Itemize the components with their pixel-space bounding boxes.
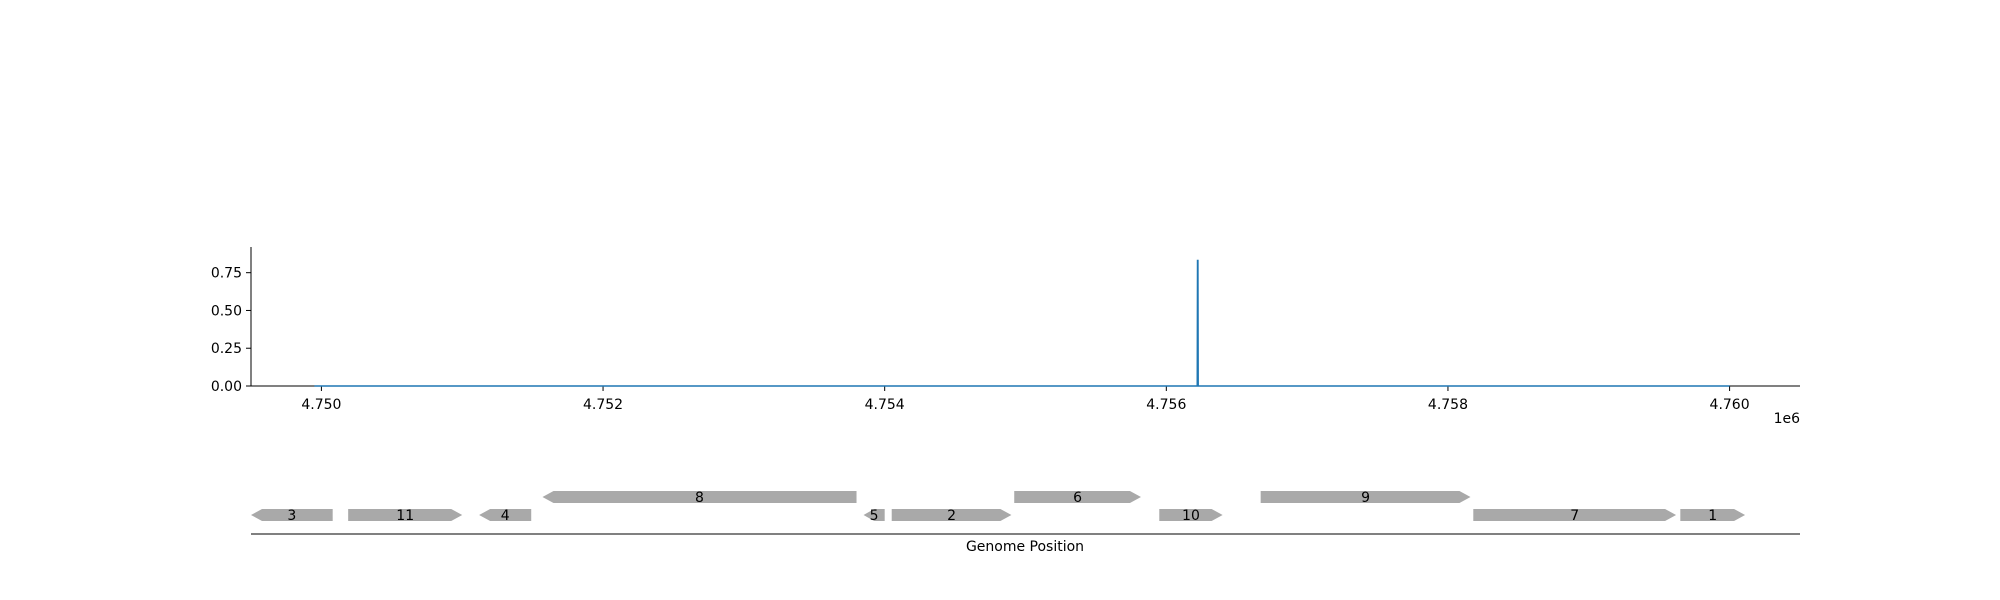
gene-feature-label: 2 [947, 508, 956, 524]
gene-feature-label: 9 [1361, 490, 1370, 506]
gene-feature-arrow [1680, 509, 1746, 521]
gene-map-xlabel: Genome Position [966, 539, 1084, 555]
x-tick-label: 4.760 [1710, 397, 1750, 413]
x-tick-label: 4.750 [301, 397, 341, 413]
gene-feature-label: 5 [870, 508, 879, 524]
gene-feature-label: 7 [1570, 508, 1579, 524]
gene-feature-label: 1 [1708, 508, 1717, 524]
x-tick-label: 4.758 [1428, 397, 1468, 413]
gene-feature-arrow [479, 509, 532, 521]
y-tick-label: 0.25 [211, 341, 242, 357]
x-tick-label: 4.752 [583, 397, 623, 413]
x-ticks: 4.750 4.752 4.754 4.756 4.758 4.760 [301, 386, 1750, 413]
gene-feature-label: 11 [396, 508, 414, 524]
y-tick-label: 0.75 [211, 266, 242, 282]
gene-feature-label: 3 [287, 508, 296, 524]
gene-features: 3 11 4 8 5 2 6 10 9 7 1 [251, 490, 1746, 524]
x-tick-label: 4.754 [865, 397, 905, 413]
gene-feature-arrow [1473, 509, 1677, 521]
x-axis-offset-label: 1e6 [1774, 411, 1801, 427]
y-tick-label: 0.00 [211, 379, 242, 395]
gene-feature-label: 6 [1073, 490, 1082, 506]
gene-feature-arrow [863, 509, 885, 521]
gene-feature-label: 4 [501, 508, 510, 524]
gene-feature-arrow [251, 509, 333, 521]
coverage-series-line [314, 259, 1730, 387]
gene-feature-arrow [542, 491, 857, 503]
gene-feature-label: 10 [1182, 508, 1200, 524]
gene-map: 3 11 4 8 5 2 6 10 9 7 1 Genome Position [251, 490, 1800, 555]
x-tick-label: 4.756 [1146, 397, 1186, 413]
gene-feature-arrow [1159, 509, 1223, 521]
gene-feature-arrow [891, 509, 1012, 521]
coverage-plot: 0.000.250.500.75 4.750 4.752 4.754 4.756 4.7… [211, 247, 1800, 427]
gene-feature-arrow [1014, 491, 1141, 503]
y-ticks: 0.00 0.25 0.50 0.75 [211, 266, 251, 395]
gene-feature-arrow [348, 509, 463, 521]
gene-feature-arrow [1260, 491, 1471, 503]
gene-feature-label: 8 [695, 490, 704, 506]
y-tick-label: 0.50 [211, 303, 242, 319]
